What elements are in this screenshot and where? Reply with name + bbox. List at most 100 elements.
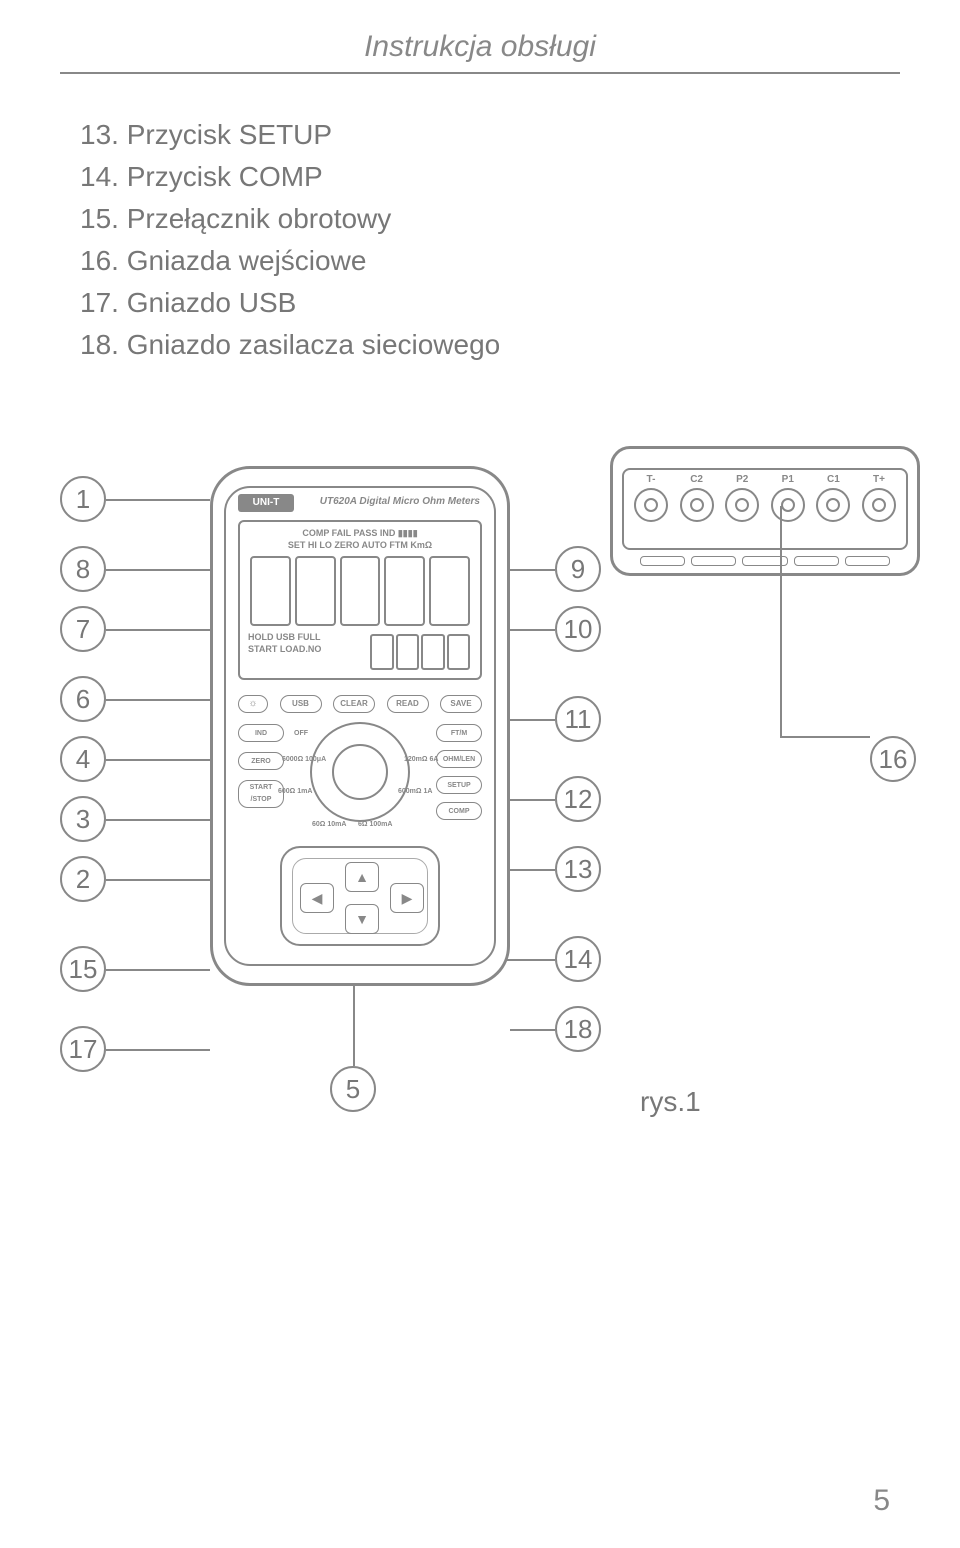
jack-label: C1	[818, 474, 848, 485]
dial-pos-3: 60Ω 10mA	[312, 821, 346, 828]
list-item: 17. Gniazdo USB	[80, 282, 960, 324]
comp-button: COMP	[436, 802, 482, 820]
arrow-pad: ▲ ▼ ◀ ▶	[280, 846, 440, 946]
digit	[429, 556, 470, 626]
feature-list: 13. Przycisk SETUP 14. Przycisk COMP 15.…	[80, 114, 960, 366]
leader	[780, 736, 870, 738]
digit	[295, 556, 336, 626]
arrow-up: ▲	[345, 862, 379, 892]
list-text: Przycisk COMP	[127, 161, 323, 192]
jack-p2: P2	[725, 488, 759, 522]
callout-7: 7	[60, 606, 106, 652]
callout-2: 2	[60, 856, 106, 902]
list-item: 15. Przełącznik obrotowy	[80, 198, 960, 240]
callout-4: 4	[60, 736, 106, 782]
list-item: 14. Przycisk COMP	[80, 156, 960, 198]
list-num: 16.	[80, 245, 119, 276]
bar-seg	[640, 556, 685, 566]
device-top-view: T- C2 P2 P1 C1 T+	[610, 446, 920, 576]
callout-1: 1	[60, 476, 106, 522]
lcd-sub-digits	[370, 634, 470, 670]
list-item: 13. Przycisk SETUP	[80, 114, 960, 156]
leader	[106, 969, 210, 971]
zero-button: ZERO	[238, 752, 284, 770]
ftm-button: FT/M	[436, 724, 482, 742]
list-item: 16. Gniazda wejściowe	[80, 240, 960, 282]
page-header-title: Instrukcja obsługi	[0, 0, 960, 64]
jack-label: P1	[773, 474, 803, 485]
jack-label: P2	[727, 474, 757, 485]
list-text: Gniazdo USB	[127, 287, 297, 318]
callout-18: 18	[555, 1006, 601, 1052]
ind-button: IND	[238, 724, 284, 742]
lcd-screen: COMP FAIL PASS IND ▮▮▮▮ SET HI LO ZERO A…	[238, 520, 482, 680]
dial-pos-6: 120mΩ 6A	[404, 756, 438, 763]
list-num: 13.	[80, 119, 119, 150]
callout-11: 11	[555, 696, 601, 742]
leader	[106, 499, 210, 501]
lcd-indicators-1: COMP FAIL PASS IND ▮▮▮▮	[248, 528, 472, 539]
list-num: 14.	[80, 161, 119, 192]
lcd-main-digits	[250, 556, 470, 626]
callout-6: 6	[60, 676, 106, 722]
right-buttons: FT/M OHM/LEN SETUP COMP	[436, 724, 482, 820]
list-num: 18.	[80, 329, 119, 360]
digit	[384, 556, 425, 626]
dial-off: OFF	[294, 730, 308, 737]
read-button: READ	[387, 695, 429, 713]
callout-17: 17	[60, 1026, 106, 1072]
button-row: ☼ USB CLEAR READ SAVE	[238, 692, 482, 716]
digit	[250, 556, 291, 626]
callout-16: 16	[870, 736, 916, 782]
jack-p1: P1	[771, 488, 805, 522]
brightness-button: ☼	[238, 695, 268, 713]
callout-5: 5	[330, 1066, 376, 1112]
digit	[340, 556, 381, 626]
callout-13: 13	[555, 846, 601, 892]
dial-labels: OFF 6000Ω 100μA 600Ω 1mA 60Ω 10mA 6Ω 100…	[288, 716, 432, 836]
jack-label: C2	[682, 474, 712, 485]
figure-label: rys.1	[640, 1086, 701, 1118]
list-item: 18. Gniazdo zasilacza sieciowego	[80, 324, 960, 366]
dial-pos-4: 6Ω 100mA	[358, 821, 392, 828]
ohm-button: OHM/LEN	[436, 750, 482, 768]
left-buttons: IND ZERO START /STOP	[238, 724, 284, 808]
setup-button: SETUP	[436, 776, 482, 794]
save-button: SAVE	[440, 695, 482, 713]
jack-c1: C1	[816, 488, 850, 522]
device-front: UNI-T UT620A Digital Micro Ohm Meters CO…	[210, 466, 510, 986]
model-label: UT620A Digital Micro Ohm Meters	[320, 496, 480, 507]
jack-row: T- C2 P2 P1 C1 T+	[634, 480, 896, 530]
callout-8: 8	[60, 546, 106, 592]
list-num: 15.	[80, 203, 119, 234]
digit	[370, 634, 394, 670]
dial-pos-2: 600Ω 1mA	[278, 788, 312, 795]
callout-12: 12	[555, 776, 601, 822]
callout-9: 9	[555, 546, 601, 592]
jack-label: T+	[864, 474, 894, 485]
callout-10: 10	[555, 606, 601, 652]
jack-t-plus: T+	[862, 488, 896, 522]
header-rule	[60, 72, 900, 74]
lcd-indicators-3: HOLD USB FULL	[248, 632, 321, 642]
list-num: 17.	[80, 287, 119, 318]
list-text: Przełącznik obrotowy	[127, 203, 392, 234]
bar-seg	[845, 556, 890, 566]
callout-3: 3	[60, 796, 106, 842]
top-bottom-bar	[640, 556, 890, 566]
leader	[353, 986, 355, 1066]
jack-c2: C2	[680, 488, 714, 522]
list-text: Gniazda wejściowe	[127, 245, 367, 276]
lcd-indicators-4: START LOAD.NO	[248, 644, 321, 654]
lcd-indicators-2: SET HI LO ZERO AUTO FTM KmΩ	[248, 540, 472, 550]
brand-badge: UNI-T	[238, 494, 294, 512]
digit	[447, 634, 471, 670]
page-number: 5	[873, 1484, 890, 1518]
arrow-down: ▼	[345, 904, 379, 934]
leader	[510, 1029, 555, 1031]
list-text: Przycisk SETUP	[127, 119, 332, 150]
usb-button: USB	[280, 695, 322, 713]
digit	[396, 634, 420, 670]
bar-seg	[691, 556, 736, 566]
digit	[421, 634, 445, 670]
